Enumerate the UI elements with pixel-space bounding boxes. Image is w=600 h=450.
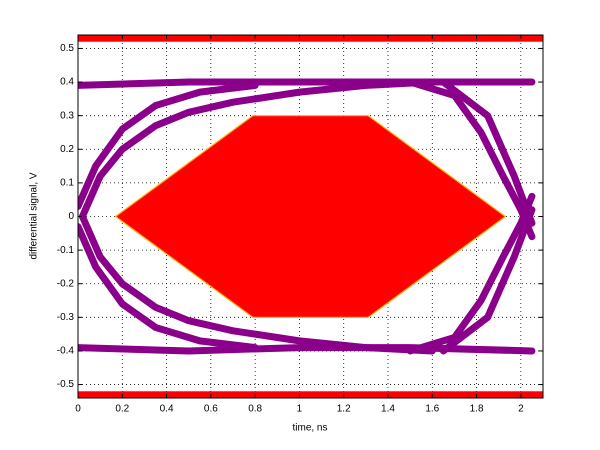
eye-trace [78, 81, 259, 210]
y-tick-label: 0.4 [60, 77, 74, 88]
y-tick-label: -0.1 [57, 245, 75, 256]
x-tick-label: 1.2 [337, 404, 351, 415]
y-tick-label: 0.5 [60, 43, 74, 54]
plot [78, 35, 543, 398]
x-tick-label: 0.2 [115, 404, 129, 415]
y-tick-label: 0 [68, 211, 74, 222]
x-tick-label: 1.8 [470, 404, 484, 415]
eye-mask [114, 115, 507, 318]
eye-trace [78, 213, 436, 355]
x-tick-label: 0 [75, 404, 81, 415]
x-tick-label: 0.6 [204, 404, 218, 415]
y-tick-label: 0.2 [60, 144, 74, 155]
x-axis-label: time, ns [292, 423, 327, 434]
x-tick-label: 1.4 [381, 404, 395, 415]
x-tick-label: 2 [518, 404, 524, 415]
y-tick-label: -0.5 [57, 379, 75, 390]
y-tick-label: -0.3 [57, 312, 75, 323]
y-tick-label: -0.2 [57, 278, 75, 289]
x-tick-label: 0.4 [160, 404, 174, 415]
eye-trace [78, 223, 259, 352]
eye-trace [439, 78, 536, 227]
eye-trace [78, 78, 536, 89]
x-tick-label: 0.8 [248, 404, 262, 415]
y-axis-label: differential signal, V [29, 172, 40, 259]
lower-limit-band [78, 391, 543, 398]
upper-limit-band [78, 35, 543, 42]
axes: 0 0.2 0.4 0.6 0.8 1 1.2 1.4 1.6 1.8 2 -0.5 -0.4 -0.3 -… [57, 34, 544, 415]
eye-trace [406, 192, 536, 355]
x-tick-label: 1 [297, 404, 303, 415]
y-tick-label: -0.4 [57, 346, 75, 357]
eye-trace [439, 206, 536, 355]
x-tick-label: 1.6 [425, 404, 439, 415]
plot-frame [77, 34, 544, 399]
y-tick-label: 0.3 [60, 110, 74, 121]
y-tick-label: 0.1 [60, 178, 74, 189]
eye-trace [78, 344, 536, 355]
eye-trace [78, 78, 436, 220]
